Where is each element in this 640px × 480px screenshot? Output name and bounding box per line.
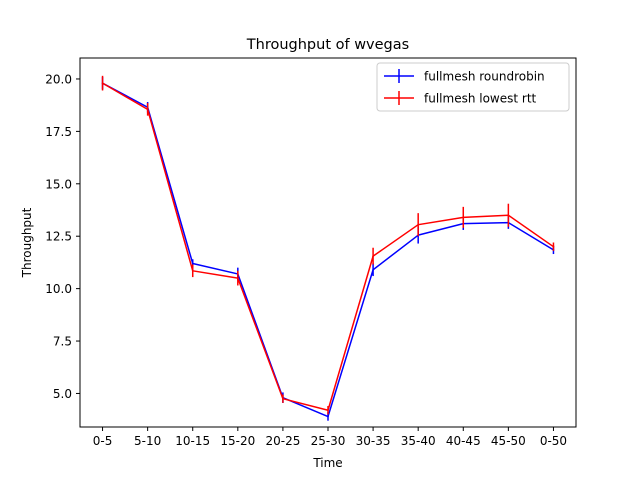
x-tick-label: 20-25 bbox=[265, 434, 300, 448]
x-tick-label: 15-20 bbox=[220, 434, 255, 448]
x-tick-label: 25-30 bbox=[311, 434, 346, 448]
x-tick-label: 0-5 bbox=[93, 434, 113, 448]
data-point bbox=[191, 270, 194, 272]
data-point bbox=[101, 82, 104, 84]
x-tick-label: 0-50 bbox=[540, 434, 567, 448]
y-tick-label: 12.5 bbox=[45, 230, 72, 244]
x-tick-label: 45-50 bbox=[491, 434, 526, 448]
x-axis: 0-5 5-10 10-15 15-20 20-25 25-30 30-35 35-40 40-… bbox=[93, 427, 567, 448]
data-point bbox=[507, 214, 510, 217]
data-point bbox=[417, 223, 419, 226]
data-point bbox=[372, 255, 374, 257]
y-tick-label: 17.5 bbox=[45, 125, 72, 139]
data-point bbox=[237, 277, 239, 279]
x-tick-label: 40-45 bbox=[446, 434, 481, 448]
legend-item: fullmesh lowest rtt bbox=[384, 91, 537, 106]
x-axis-label: Time bbox=[312, 456, 342, 470]
y-tick-label: 20.0 bbox=[45, 72, 72, 86]
chart-title: Throughput of wvegas bbox=[246, 37, 409, 53]
data-point bbox=[327, 409, 329, 412]
y-tick-label: 10.0 bbox=[45, 282, 72, 296]
y-tick-label: 5.0 bbox=[53, 387, 72, 401]
data-point bbox=[327, 415, 329, 418]
y-axis-label: Throughput bbox=[20, 207, 34, 278]
data-point bbox=[552, 245, 555, 248]
legend-label: fullmesh lowest rtt bbox=[424, 92, 537, 106]
data-point bbox=[282, 397, 284, 400]
y-tick-label: 15.0 bbox=[45, 177, 72, 191]
data-point bbox=[372, 268, 374, 271]
x-tick-label: 30-35 bbox=[356, 434, 391, 448]
data-point bbox=[191, 262, 194, 265]
x-tick-label: 10-15 bbox=[175, 434, 210, 448]
x-tick-label: 5-10 bbox=[134, 434, 161, 448]
data-point bbox=[146, 108, 149, 111]
data-point bbox=[462, 216, 465, 219]
series-2 bbox=[101, 75, 555, 415]
legend: fullmesh roundrobin fullmesh lowest rtt bbox=[376, 62, 570, 112]
y-axis: 5.0 7.5 10.0 12.5 15.0 17.5 20.0 bbox=[45, 72, 80, 401]
legend-label: fullmesh roundrobin bbox=[424, 70, 545, 84]
x-tick-label: 35-40 bbox=[401, 434, 436, 448]
series-layer bbox=[101, 75, 555, 421]
y-tick-label: 7.5 bbox=[53, 335, 72, 349]
legend-box bbox=[376, 62, 570, 112]
legend-item: fullmesh roundrobin bbox=[384, 69, 545, 84]
